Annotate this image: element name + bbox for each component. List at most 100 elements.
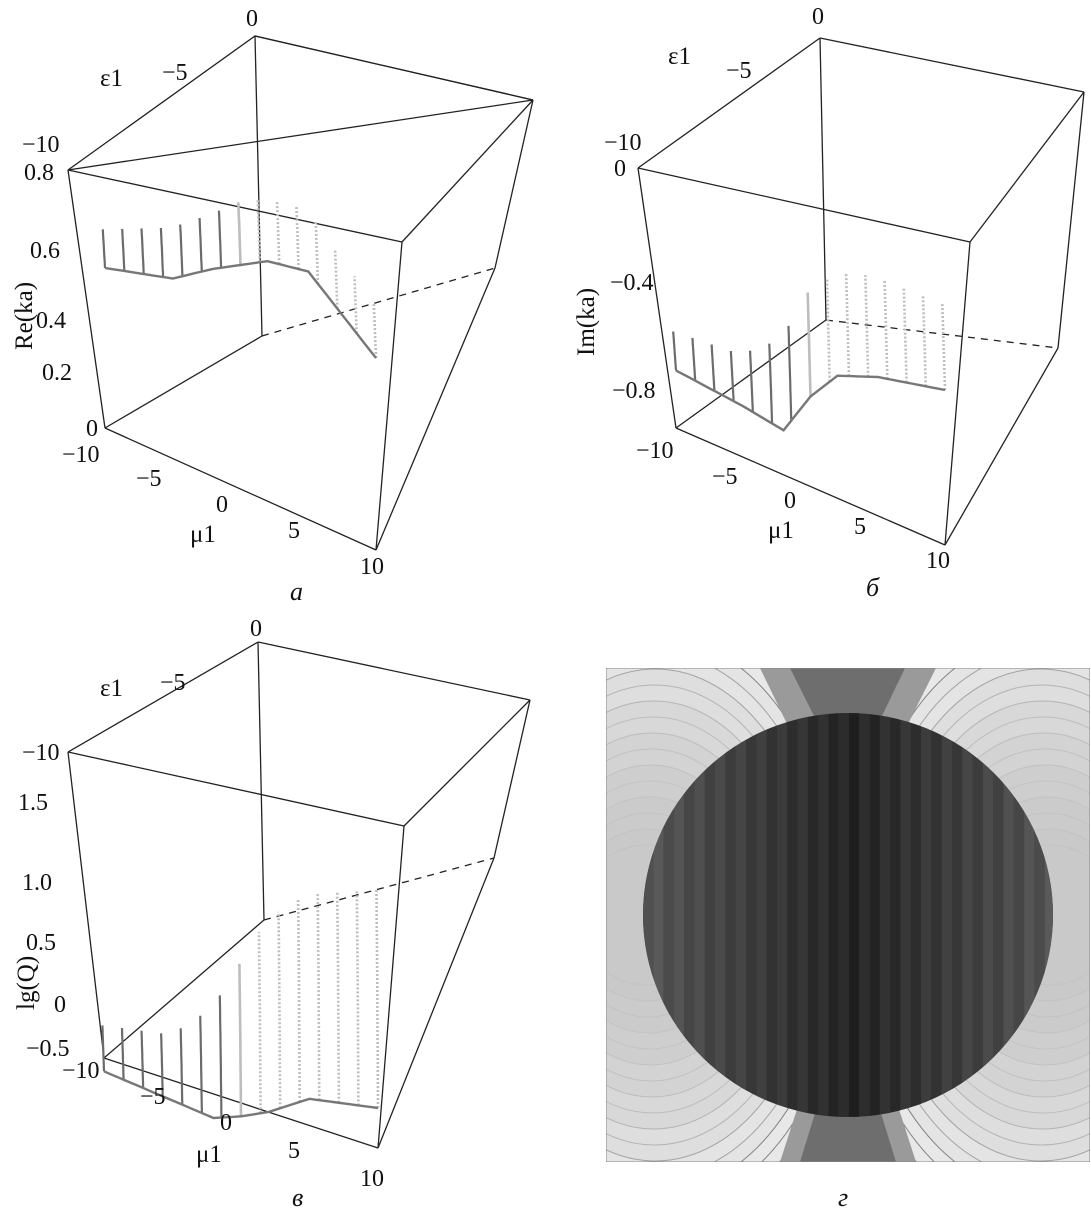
- mu-tick: −10: [62, 1058, 100, 1084]
- mu-axis-label: μ1: [768, 517, 794, 544]
- surface-curve: [179, 224, 184, 277]
- z-tick: 0.6: [30, 238, 60, 264]
- panel-a-box: [67, 35, 534, 551]
- surface-curve: [121, 228, 126, 272]
- surface-curve: [159, 227, 165, 278]
- eps-tick: 0: [246, 6, 258, 32]
- eps-tick: −10: [22, 740, 60, 766]
- field-stripe: [746, 713, 757, 1117]
- surface-curve: [336, 891, 341, 1103]
- z-tick: 0.8: [24, 160, 54, 186]
- field-stripe: [900, 713, 911, 1117]
- surface-curve: [316, 892, 321, 1101]
- z-tick: 0: [614, 156, 626, 182]
- field-stripe: [684, 713, 695, 1117]
- mu-tick: 10: [360, 554, 384, 580]
- surface-curve: [921, 294, 928, 387]
- field-stripe: [869, 713, 880, 1117]
- surface-curve: [333, 249, 339, 309]
- surface-curve: [199, 1015, 203, 1114]
- field-stripe: [756, 713, 767, 1117]
- field-stripe: [952, 713, 963, 1117]
- z-tick: 0.2: [42, 360, 72, 386]
- surface-curve: [787, 325, 793, 421]
- panel-v-ticks: 0 −5 −10 1.5 1.0 0.5 0 −0.5 −10 −5 0 5 1…: [18, 616, 384, 1192]
- surface-curve: [275, 201, 281, 265]
- mu-tick: 0: [216, 492, 228, 518]
- z-tick: 0.5: [26, 930, 56, 956]
- surface-curve: [140, 228, 145, 275]
- surface-curve: [257, 932, 262, 1114]
- surface-curve: [672, 331, 678, 371]
- eps-tick: 0: [812, 4, 824, 30]
- field-stripe: [921, 713, 932, 1117]
- field-stripe: [818, 713, 829, 1117]
- z-tick: 0: [54, 992, 66, 1018]
- field-stripe: [828, 713, 839, 1117]
- z-axis-label: lg(Q): [13, 956, 40, 1010]
- mu-tick: 0: [220, 1110, 232, 1136]
- field-stripe: [972, 713, 983, 1117]
- field-stripe: [725, 713, 736, 1117]
- surface-curve: [729, 350, 735, 402]
- surface-curve: [101, 1025, 106, 1072]
- surface-curve: [940, 302, 947, 391]
- surface-curve: [864, 275, 870, 377]
- surface-curve: [237, 202, 242, 266]
- z-tick: 0: [86, 416, 98, 442]
- mu-tick: 5: [288, 518, 300, 544]
- field-stripe: [849, 713, 860, 1117]
- surface-curve: [691, 337, 697, 381]
- mu-tick: 5: [854, 514, 866, 540]
- eps-tick: −5: [726, 58, 752, 84]
- field-stripe: [890, 713, 901, 1117]
- field-stripe: [859, 713, 870, 1117]
- field-stripe: [941, 713, 952, 1117]
- field-stripe: [663, 713, 674, 1117]
- surface-curve: [806, 292, 812, 397]
- surface-curve: [198, 217, 203, 272]
- mu-tick: 0: [784, 488, 796, 514]
- surface-curve: [825, 277, 831, 382]
- surface-curve: [768, 343, 774, 424]
- field-stripe: [838, 713, 849, 1117]
- eps-axis-label: ε1: [100, 675, 123, 702]
- panel-b-ticks: 0 −5 −10 0 −0.4 −0.8 −10 −5 0 5 10: [604, 4, 950, 574]
- field-stripe: [962, 713, 973, 1117]
- surface-curve: [353, 276, 358, 334]
- panel-caption: в: [292, 1183, 303, 1211]
- surface-curve: [883, 279, 889, 379]
- panel-caption: б: [866, 573, 880, 602]
- surface-curve: [140, 1030, 145, 1088]
- field-stripe: [1044, 713, 1053, 1117]
- mu-tick: 5: [288, 1138, 300, 1164]
- panel-b-box: [637, 37, 1085, 546]
- surface-curve: [277, 911, 282, 1109]
- panel-b: 0 −5 −10 0 −0.4 −0.8 −10 −5 0 5 10 ε1 μ1…: [573, 4, 1085, 602]
- field-stripe: [982, 713, 994, 1117]
- field-stripes: [643, 713, 1053, 1117]
- field-stripe: [694, 713, 705, 1117]
- mu-tick: −10: [636, 438, 674, 464]
- eps-tick: 0: [250, 616, 262, 642]
- field-stripe: [797, 713, 808, 1117]
- panel-caption: а: [290, 577, 303, 606]
- field-stripe: [766, 713, 777, 1117]
- panel-v: 0 −5 −10 1.5 1.0 0.5 0 −0.5 −10 −5 0 5 1…: [13, 616, 531, 1211]
- surface-curve: [217, 210, 223, 268]
- z-tick: −0.4: [610, 270, 654, 296]
- field-stripe: [673, 713, 685, 1117]
- z-tick: −0.5: [26, 1036, 70, 1062]
- mu-tick: 10: [360, 1166, 384, 1192]
- mu-axis-label: μ1: [190, 521, 216, 548]
- panel-b-surface: [672, 272, 947, 432]
- field-stripe: [993, 713, 1004, 1117]
- field-stripe: [910, 713, 922, 1117]
- mu-tick: 10: [926, 548, 950, 574]
- surface-curve: [355, 889, 360, 1106]
- mu-tick: −10: [62, 442, 100, 468]
- eps-tick: −5: [160, 670, 186, 696]
- surface-curve: [179, 1028, 184, 1105]
- field-stripe: [653, 713, 664, 1117]
